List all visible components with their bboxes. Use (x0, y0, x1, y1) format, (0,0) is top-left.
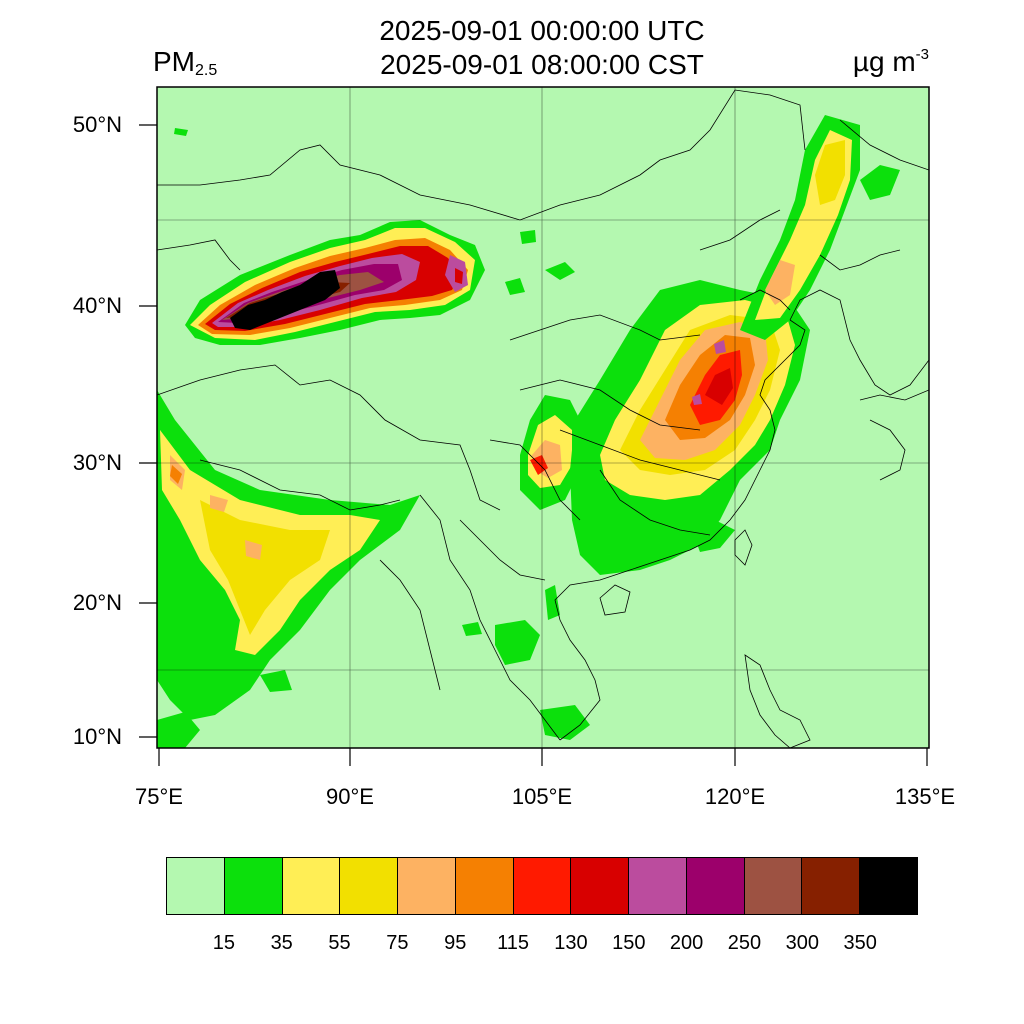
legend-tick-label: 15 (212, 932, 235, 954)
pm25-plume-northeast-china (740, 115, 900, 340)
pm25-plume-north-china-plain (570, 280, 810, 575)
lat-label-20n: 20°N (72, 590, 122, 615)
color-legend (166, 857, 918, 915)
graticule (157, 87, 929, 748)
lat-label-30n: 30°N (72, 450, 122, 475)
legend-color-box (629, 858, 687, 914)
lat-label-40n: 40°N (72, 293, 122, 318)
legend-color-box (282, 858, 341, 914)
lon-label-105e: 105°E (511, 784, 573, 809)
title-cst-time: 2025-09-01 08:00:00 CST (380, 49, 704, 80)
legend-tick-label: 130 (554, 932, 588, 954)
legend-color-box (340, 858, 399, 914)
map-frame (156, 86, 930, 749)
legend-tick-label: 95 (444, 932, 467, 954)
legend-color-box (802, 858, 861, 914)
legend-color-box (398, 858, 456, 914)
pm25-minor-patches (157, 128, 590, 748)
lon-label-90e: 90°E (326, 784, 374, 809)
pm25-plume-indo-gangetic-plain (157, 390, 420, 720)
legend-color-box (744, 858, 803, 914)
lon-label-120e: 120°E (704, 784, 766, 809)
legend-tick-label: 200 (669, 932, 704, 954)
legend-tick-label: 75 (386, 932, 409, 954)
legend-tick-label: 35 (270, 932, 293, 954)
unit-label: µg m-3 (852, 46, 929, 77)
legend-tick-label: 55 (328, 932, 351, 954)
lat-label-10n: 10°N (72, 724, 122, 749)
pm25-plume-sichuan-basin (520, 395, 585, 510)
lon-label-75e: 75°E (135, 784, 183, 809)
legend-tick-label: 150 (612, 932, 646, 954)
variable-label: PM2.5 (153, 46, 218, 79)
lat-label-50n: 50°N (72, 112, 122, 137)
pm25-plume-tarim-basin (185, 220, 485, 345)
axis-ticks (139, 124, 928, 766)
legend-tick-label: 350 (843, 932, 877, 954)
legend-color-box (455, 858, 514, 914)
legend-tick-label: 115 (497, 932, 530, 954)
legend-color-box (513, 858, 572, 914)
legend-color-box (860, 858, 917, 914)
legend-color-box (686, 858, 745, 914)
legend-tick-label: 250 (727, 932, 762, 954)
legend-color-box (224, 858, 283, 914)
legend-tick-label: 300 (785, 932, 819, 954)
legend-color-box (167, 858, 225, 914)
lon-label-135e: 135°E (894, 784, 956, 809)
title-utc-time: 2025-09-01 00:00:00 UTC (379, 15, 705, 46)
legend-color-box (571, 858, 630, 914)
